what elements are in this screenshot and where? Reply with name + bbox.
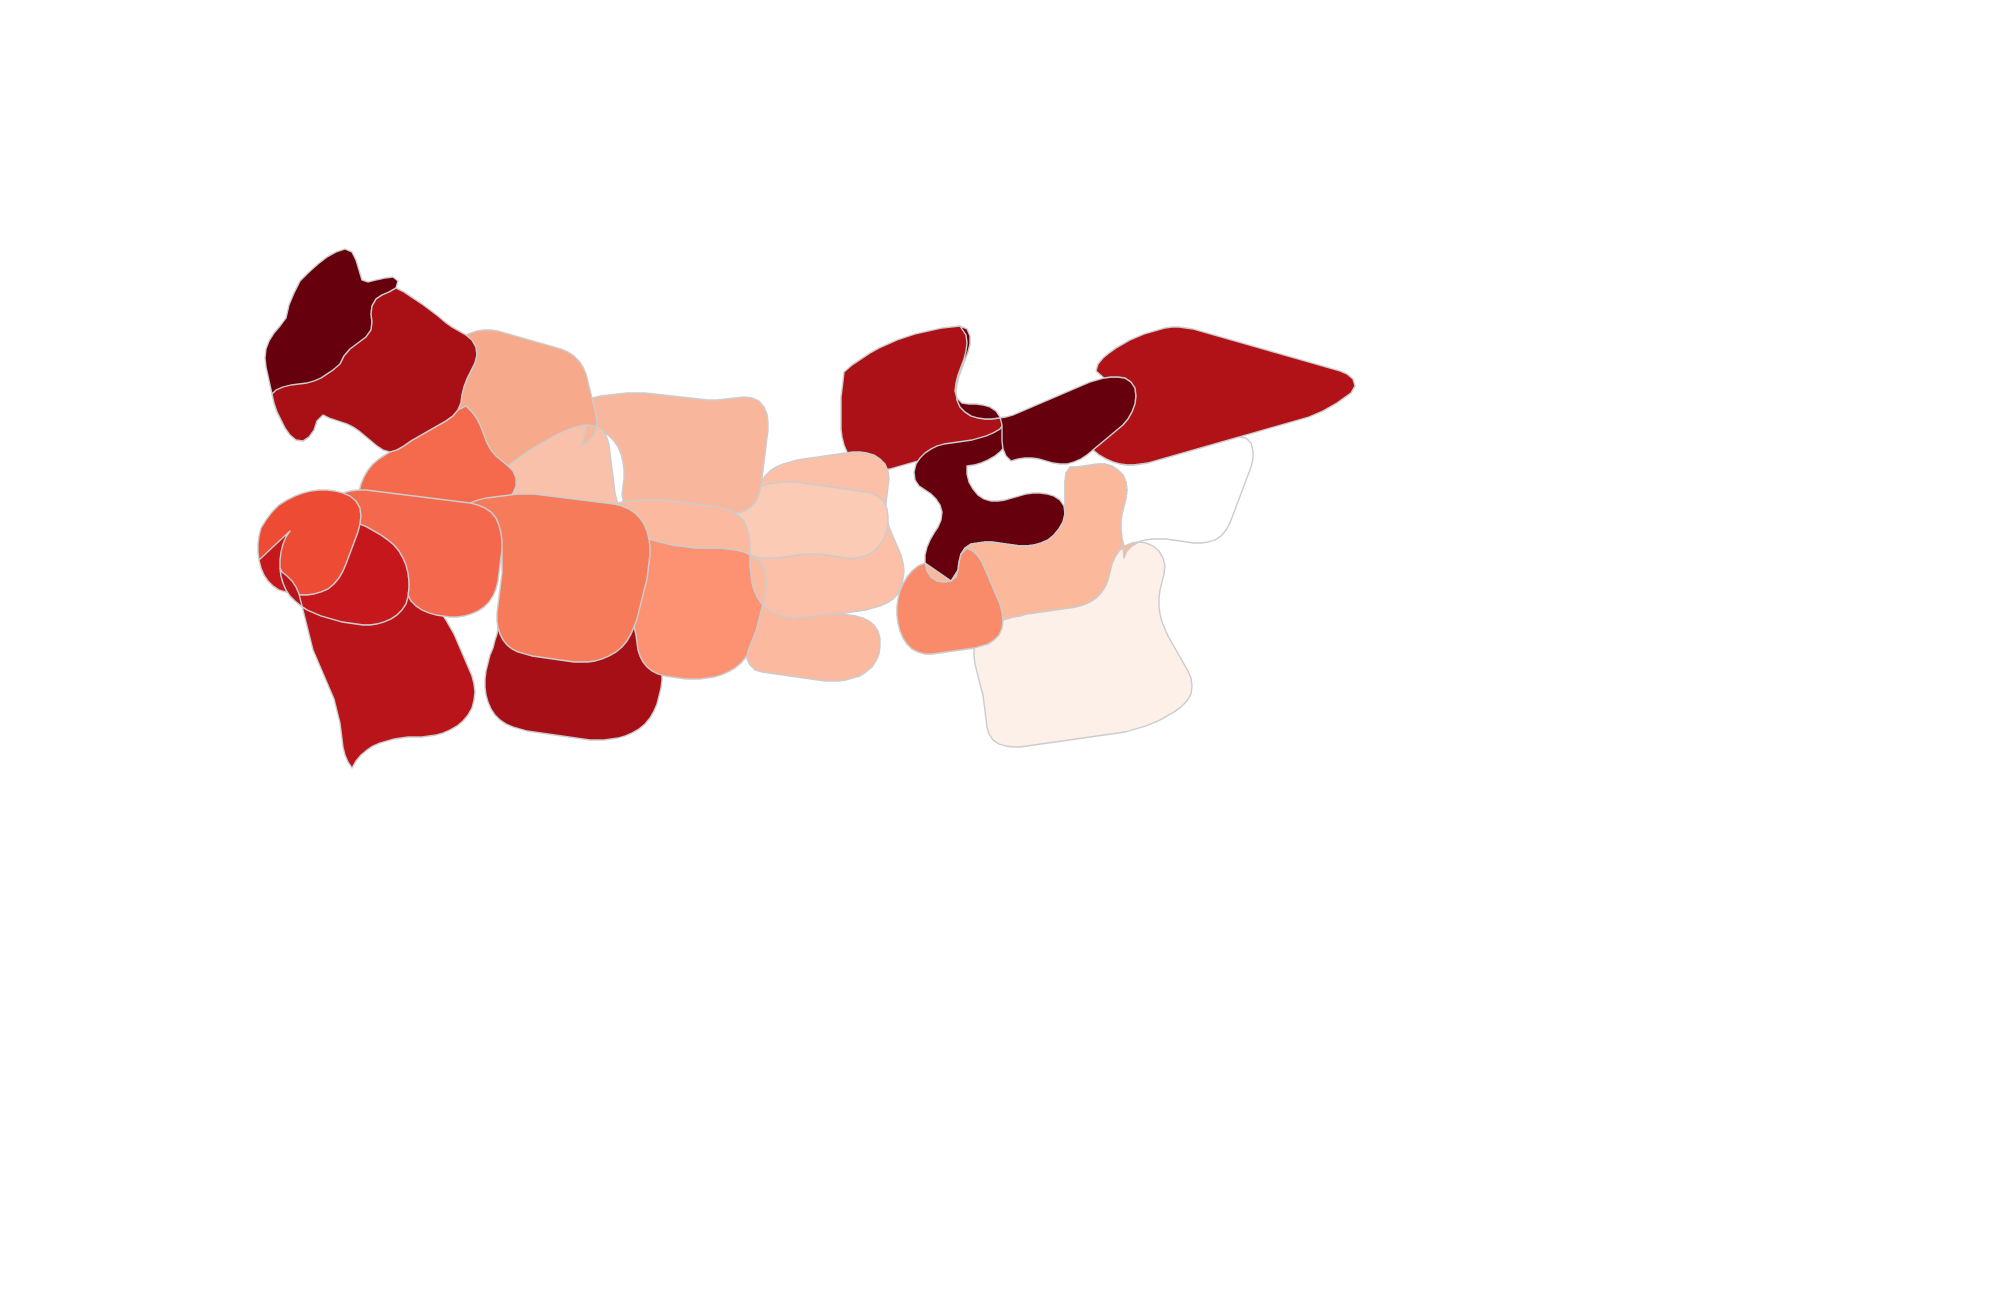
province-smolyan[interactable]: Smolyan: 84 [485,627,662,740]
province-kardzhali[interactable]: Kardzhali: 20 [634,539,766,679]
province-sliven[interactable]: Sliven: 30 [925,464,1139,620]
province-haskovo[interactable]: Haskovo: 32 [614,500,880,681]
province-pazardzhik[interactable]: Pazardzhik: 48 [343,490,502,617]
province-blagoevgrad[interactable]: Blagoevgrad: 76 [280,568,475,768]
